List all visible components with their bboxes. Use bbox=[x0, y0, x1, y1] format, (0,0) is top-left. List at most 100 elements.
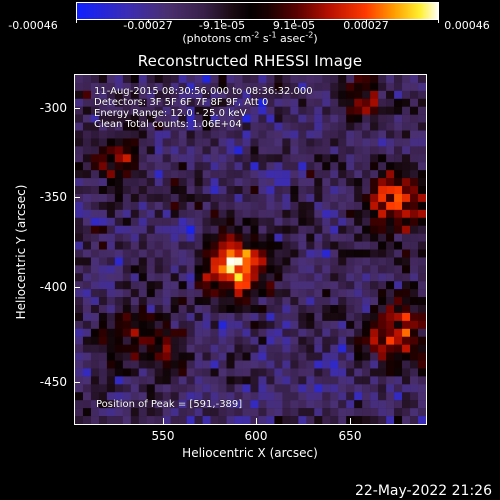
heatmap-cell bbox=[75, 297, 84, 306]
y-tick-mark bbox=[74, 287, 80, 288]
x-axis-label: Heliocentric X (arcsec) bbox=[182, 446, 318, 460]
heatmap-cell bbox=[170, 305, 179, 314]
heatmap-cell bbox=[394, 178, 403, 187]
heatmap-cell bbox=[75, 273, 84, 282]
heatmap-cell bbox=[210, 408, 219, 417]
heatmap-cell bbox=[130, 90, 140, 99]
heatmap-cell bbox=[362, 130, 371, 139]
heatmap-cell bbox=[362, 392, 371, 401]
chart-title: Reconstructed RHESSI Image bbox=[137, 52, 363, 70]
heatmap-cell bbox=[338, 186, 347, 195]
heatmap-cell bbox=[290, 170, 299, 179]
heatmap-cell bbox=[226, 297, 235, 306]
heatmap-cell bbox=[194, 289, 203, 298]
heatmap-cell bbox=[226, 281, 235, 290]
heatmap-cell bbox=[418, 106, 426, 115]
heatmap-cell bbox=[290, 273, 299, 282]
heatmap-cell bbox=[114, 209, 124, 218]
heatmap-cell bbox=[266, 281, 275, 290]
heatmap-cell bbox=[282, 312, 291, 322]
heatmap-cell bbox=[378, 305, 387, 314]
heatmap-cell bbox=[210, 241, 219, 250]
heatmap-cell bbox=[194, 170, 203, 179]
heatmap-cell bbox=[218, 225, 227, 234]
heatmap-cell bbox=[75, 90, 84, 99]
heatmap-cell bbox=[394, 75, 403, 84]
heatmap-cell bbox=[162, 281, 171, 290]
heatmap-cell bbox=[202, 328, 211, 337]
heatmap-cell bbox=[314, 312, 323, 322]
heatmap-cell bbox=[130, 75, 140, 84]
y-tick-mark bbox=[74, 108, 80, 109]
heatmap-cell bbox=[298, 344, 307, 353]
heatmap-cell bbox=[346, 241, 355, 250]
heatmap-cell bbox=[122, 90, 132, 99]
heatmap-cell bbox=[114, 154, 124, 163]
heatmap-cell bbox=[170, 289, 179, 298]
heatmap-cell bbox=[170, 154, 179, 163]
heatmap-cell bbox=[266, 122, 275, 131]
heatmap-cell bbox=[130, 360, 140, 369]
heatmap-cell bbox=[194, 130, 203, 139]
heatmap-cell bbox=[82, 249, 92, 258]
heatmap-cell bbox=[410, 146, 419, 155]
heatmap-cell bbox=[114, 162, 124, 171]
heatmap-cell bbox=[98, 193, 108, 203]
heatmap-cell bbox=[75, 193, 84, 203]
heatmap-cell bbox=[386, 162, 395, 171]
heatmap-cell bbox=[106, 146, 116, 155]
heatmap-cell bbox=[186, 368, 195, 377]
heatmap-cell bbox=[322, 225, 331, 234]
heatmap-cell bbox=[146, 360, 155, 369]
heatmap-cell bbox=[138, 336, 147, 345]
heatmap-cell bbox=[122, 392, 132, 401]
heatmap-cell bbox=[234, 201, 243, 211]
heatmap-cell bbox=[386, 400, 395, 409]
heatmap-cell bbox=[418, 392, 426, 401]
heatmap-cell bbox=[146, 265, 155, 274]
heatmap-cell bbox=[194, 265, 203, 274]
heatmap-cell bbox=[306, 328, 315, 337]
heatmap-cell bbox=[306, 249, 315, 258]
heatmap-cell bbox=[210, 416, 219, 424]
heatmap-cell bbox=[410, 400, 419, 409]
heatmap-cell bbox=[298, 122, 307, 131]
heatmap-cell bbox=[162, 193, 171, 203]
heatmap-cell bbox=[194, 384, 203, 393]
heatmap-cell bbox=[282, 360, 291, 369]
heatmap-cell bbox=[194, 75, 203, 84]
heatmap-cell bbox=[402, 360, 411, 369]
heatmap-cell bbox=[354, 408, 363, 417]
heatmap-cell bbox=[154, 273, 163, 282]
heatmap-cell bbox=[210, 392, 219, 401]
heatmap-cell bbox=[346, 193, 355, 203]
heatmap-cell bbox=[258, 217, 267, 226]
heatmap-cell bbox=[306, 384, 315, 393]
heatmap-cell bbox=[298, 241, 307, 250]
heatmap-cell bbox=[226, 336, 235, 345]
heatmap-cell bbox=[194, 209, 203, 218]
heatmap-cell bbox=[162, 257, 171, 266]
heatmap-cell bbox=[330, 360, 339, 369]
heatmap-cell bbox=[106, 122, 116, 131]
heatmap-cell bbox=[386, 305, 395, 314]
heatmap-cell bbox=[330, 225, 339, 234]
heatmap-cell bbox=[98, 90, 108, 99]
heatmap-cell bbox=[82, 416, 92, 424]
heatmap-cell bbox=[98, 249, 108, 258]
heatmap-cell bbox=[202, 193, 211, 203]
heatmap-cell bbox=[218, 122, 227, 131]
heatmap-cell bbox=[258, 82, 267, 92]
heatmap-cell bbox=[386, 265, 395, 274]
heatmap-cell bbox=[338, 122, 347, 131]
heatmap-cell bbox=[402, 249, 411, 258]
heatmap-cell bbox=[130, 154, 140, 163]
heatmap-cell bbox=[386, 186, 395, 195]
heatmap-cell bbox=[418, 82, 426, 92]
heatmap-cell bbox=[346, 281, 355, 290]
heatmap-cell bbox=[418, 297, 426, 306]
heatmap-cell bbox=[258, 186, 267, 195]
heatmap-cell bbox=[98, 408, 108, 417]
heatmap-cell bbox=[162, 320, 171, 330]
heatmap-cell bbox=[330, 209, 339, 218]
